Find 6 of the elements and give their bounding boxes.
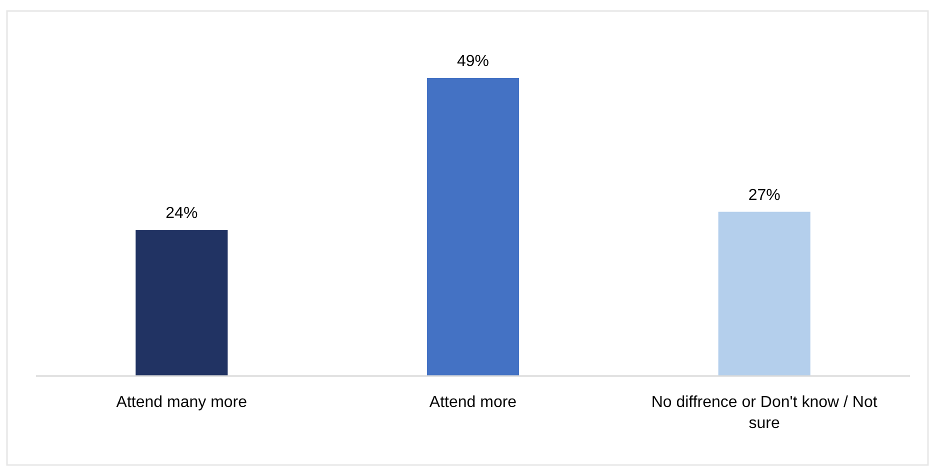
data-label: 24% xyxy=(166,205,198,222)
x-tick-label: Attend many more xyxy=(116,394,248,411)
data-label: 49% xyxy=(456,53,490,70)
data-label: 27% xyxy=(748,186,780,204)
x-tick-label: Attend more xyxy=(429,394,517,411)
x-tick-label: No diffrence or Don't know / Not sure xyxy=(651,394,878,432)
